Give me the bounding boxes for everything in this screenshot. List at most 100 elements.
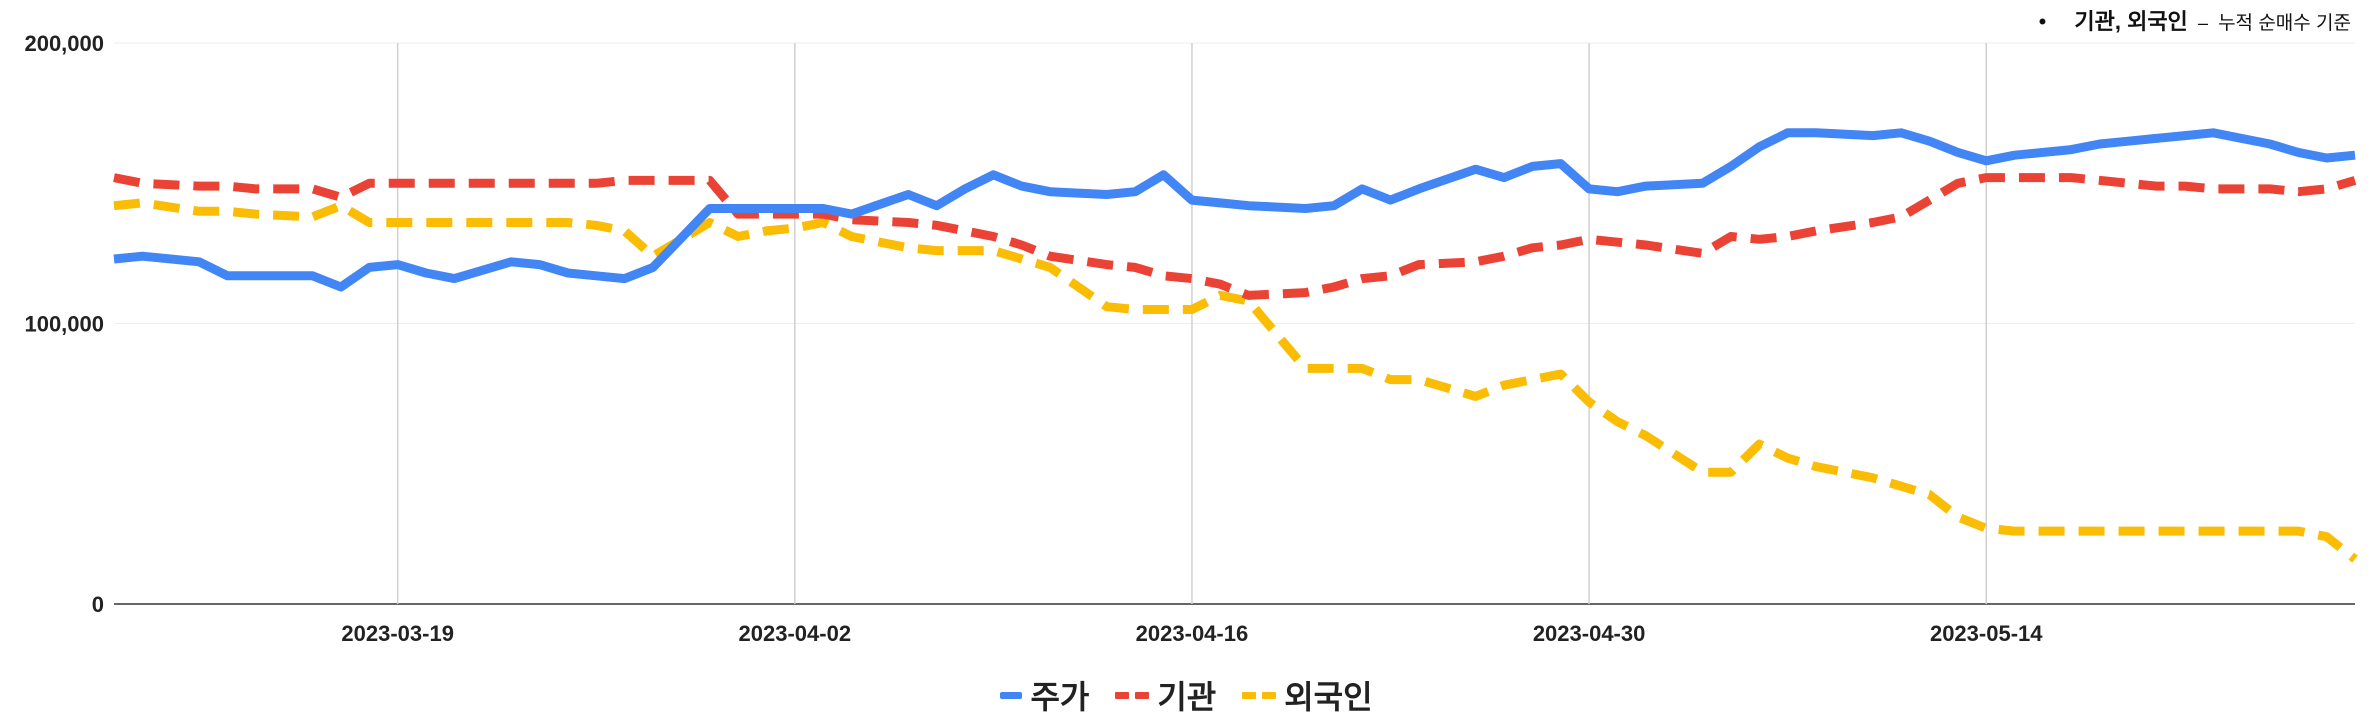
data-point-series-0 <box>1589 188 1590 189</box>
data-point-series-2 <box>1362 368 1363 369</box>
data-point-series-0 <box>1163 174 1164 175</box>
data-point-series-1 <box>1702 253 1703 254</box>
data-point-series-1 <box>1021 245 1022 246</box>
data-point-series-2 <box>2355 559 2356 560</box>
data-point-series-0 <box>426 273 427 274</box>
data-point-series-1 <box>2326 188 2327 189</box>
data-point-series-2 <box>2298 531 2299 532</box>
data-point-series-1 <box>227 186 228 187</box>
data-point-series-1 <box>1191 278 1192 279</box>
data-point-series-1 <box>340 197 341 198</box>
data-point-series-0 <box>2298 152 2299 153</box>
data-point-series-1 <box>1560 245 1561 246</box>
data-point-series-0 <box>142 256 143 257</box>
data-point-series-1 <box>1872 222 1873 223</box>
data-point-series-0 <box>454 278 455 279</box>
data-point-series-0 <box>596 275 597 276</box>
data-point-series-1 <box>1901 216 1902 217</box>
data-point-series-0 <box>1305 208 1306 209</box>
data-point-series-2 <box>624 230 625 231</box>
data-point-series-0 <box>965 188 966 189</box>
data-point-series-0 <box>766 208 767 209</box>
data-point-series-0 <box>1759 146 1760 147</box>
data-point-series-0 <box>1929 141 1930 142</box>
data-point-series-0 <box>2156 138 2157 139</box>
data-point-series-0 <box>1901 132 1902 133</box>
data-point-series-1 <box>1305 292 1306 293</box>
data-point-series-0 <box>1986 160 1987 161</box>
y-tick-label: 200,000 <box>24 31 104 56</box>
data-point-series-2 <box>993 250 994 251</box>
data-point-series-0 <box>936 205 937 206</box>
data-point-series-1 <box>738 214 739 215</box>
x-tick-label: 2023-03-19 <box>341 621 454 646</box>
data-point-series-2 <box>369 222 370 223</box>
data-point-series-0 <box>511 261 512 262</box>
data-point-series-0 <box>2326 158 2327 159</box>
data-point-series-1 <box>454 183 455 184</box>
data-point-series-2 <box>1816 466 1817 467</box>
data-point-series-1 <box>1986 177 1987 178</box>
data-point-series-0 <box>1021 186 1022 187</box>
data-point-series-0 <box>2213 132 2214 133</box>
data-point-series-0 <box>1390 200 1391 201</box>
data-point-series-1 <box>2298 191 2299 192</box>
data-point-series-0 <box>653 267 654 268</box>
legend-item-foreigner[interactable]: 외국인 <box>1242 672 1373 718</box>
data-point-series-2 <box>1135 309 1136 310</box>
data-point-series-2 <box>255 214 256 215</box>
data-point-series-2 <box>2326 536 2327 537</box>
x-axis: 2023-03-19 2023-04-02 2023-04-16 2023-04-30… <box>341 621 2043 646</box>
data-point-series-1 <box>1589 239 1590 240</box>
data-point-series-0 <box>624 278 625 279</box>
data-point-series-2 <box>1305 368 1306 369</box>
series-line-2 <box>113 198 2358 563</box>
data-point-series-2 <box>567 222 568 223</box>
data-point-series-1 <box>312 188 313 189</box>
data-point-series-0 <box>1787 132 1788 133</box>
legend-swatch-stock-price <box>1000 691 1023 699</box>
data-point-series-1 <box>1220 284 1221 285</box>
data-point-series-1 <box>653 180 654 181</box>
data-point-series-1 <box>993 236 994 237</box>
data-point-series-1 <box>709 180 710 181</box>
data-point-series-2 <box>1248 301 1249 302</box>
data-point-series-2 <box>1475 396 1476 397</box>
data-point-series-2 <box>709 222 710 223</box>
grid-lines <box>114 42 2355 605</box>
data-point-series-0 <box>1702 183 1703 184</box>
data-point-series-2 <box>2071 531 2072 532</box>
data-point-series-2 <box>199 211 200 212</box>
data-point-series-2 <box>397 222 398 223</box>
data-point-series-2 <box>1418 379 1419 380</box>
data-point-series-2 <box>1163 309 1164 310</box>
data-point-series-0 <box>1220 202 1221 203</box>
data-point-series-0 <box>255 275 256 276</box>
data-point-series-2 <box>596 225 597 226</box>
data-point-series-1 <box>1418 264 1419 265</box>
data-point-series-1 <box>1645 245 1646 246</box>
legend-item-stock-price[interactable]: 주가 <box>1000 672 1089 718</box>
data-point-series-2 <box>1220 295 1221 296</box>
data-point-series-0 <box>2014 155 2015 156</box>
data-point-series-1 <box>1135 267 1136 268</box>
data-point-series-0 <box>312 275 313 276</box>
data-point-series-2 <box>340 205 341 206</box>
data-point-series-0 <box>1362 188 1363 189</box>
data-point-series-2 <box>1929 494 1930 495</box>
data-point-series-1 <box>1504 256 1505 257</box>
data-point-series-1 <box>1390 275 1391 276</box>
legend-item-institution[interactable]: 기관 <box>1115 672 1216 718</box>
data-point-series-1 <box>114 177 115 178</box>
data-point-series-1 <box>2071 177 2072 178</box>
x-tick-label: 2023-04-30 <box>1533 621 1646 646</box>
data-point-series-0 <box>340 287 341 288</box>
data-point-series-2 <box>114 205 115 206</box>
data-point-series-1 <box>851 219 852 220</box>
data-point-series-1 <box>1106 264 1107 265</box>
data-point-series-2 <box>766 230 767 231</box>
data-point-series-1 <box>1163 275 1164 276</box>
data-point-series-0 <box>227 275 228 276</box>
data-point-series-1 <box>2213 188 2214 189</box>
series-line-1 <box>113 173 2357 300</box>
